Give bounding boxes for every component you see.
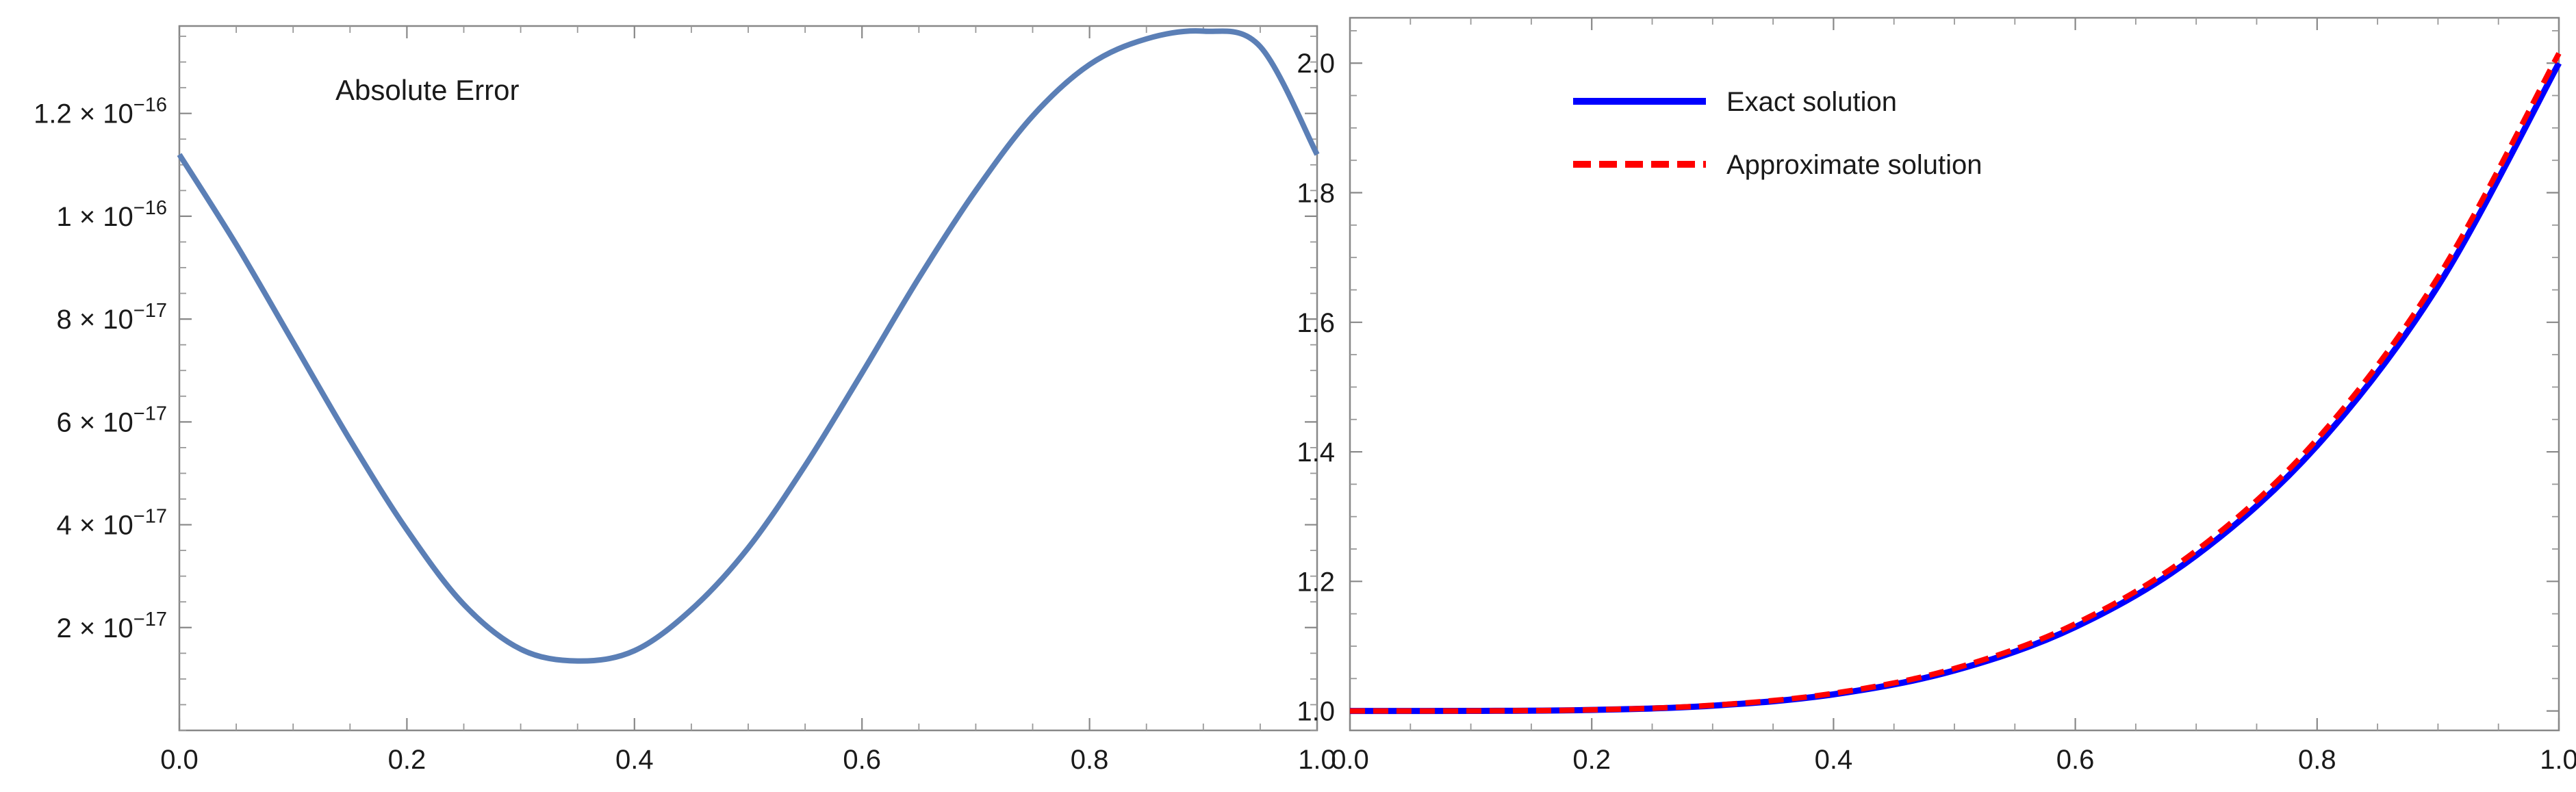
legend-label-approximate: Approximate solution [1726, 150, 1982, 180]
solution-comparison-chart: 0.0 0.2 0.4 0.6 0.8 1.0 1.0 1.2 1.4 1.6 1.8 2.0 Exa… [1297, 16, 2576, 775]
y-tick-label: 1.4 [1297, 437, 1335, 468]
x-tick-label: 0.0 [1331, 745, 1369, 775]
y-tick-label: 1.6 [1297, 308, 1335, 338]
y-tick-label: 2.0 [1297, 49, 1335, 79]
y-tick-label: 2 × 10−17 [56, 609, 167, 643]
x-tick-label: 0.4 [1815, 745, 1853, 775]
y-tick-label: 1.2 [1297, 567, 1335, 597]
y-tick-label: 1.0 [1297, 697, 1335, 727]
absolute-error-line [177, 28, 1320, 664]
x-tick-label: 0.2 [1572, 745, 1611, 775]
legend: Exact solution Approximate solution [1573, 87, 1982, 180]
y-tick-label: 1 × 10−16 [56, 197, 167, 232]
x-tick-label: 0.8 [1071, 745, 1109, 775]
plot-series [177, 28, 1320, 664]
x-tick-label: 1.0 [2540, 745, 2576, 775]
y-tick-label: 1.2 × 10−16 [34, 94, 167, 129]
axis-tick-labels: 0.0 0.2 0.4 0.6 0.8 1.0 2 × 10−17 4 × 10−17 6 × … [34, 94, 1336, 775]
plot-series [1349, 52, 2562, 715]
x-tick-label: 0.6 [2056, 745, 2095, 775]
x-tick-label: 0.4 [615, 745, 654, 775]
x-tick-label: 0.6 [843, 745, 881, 775]
plot-frame [178, 25, 1318, 732]
x-tick-label: 1.0 [1298, 745, 1336, 775]
y-tick-label: 4 × 10−17 [56, 506, 167, 541]
axis-tick-labels: 0.0 0.2 0.4 0.6 0.8 1.0 1.0 1.2 1.4 1.6 1.8 2.0 [1297, 49, 2576, 775]
approximate-solution-line [1349, 52, 2562, 714]
legend-label-exact: Exact solution [1726, 87, 1897, 117]
chart-annotation: Absolute Error [335, 74, 519, 106]
axis-ticks [1349, 18, 2560, 730]
y-tick-label: 1.8 [1297, 179, 1335, 209]
x-tick-label: 0.2 [388, 745, 426, 775]
x-tick-label: 0.0 [160, 745, 199, 775]
y-tick-label: 8 × 10−17 [56, 300, 167, 335]
x-tick-label: 0.8 [2298, 745, 2336, 775]
axis-ticks [178, 26, 1318, 731]
y-tick-label: 6 × 10−17 [56, 403, 167, 437]
absolute-error-chart: 0.0 0.2 0.4 0.6 0.8 1.0 2 × 10−17 4 × 10−17 6 × … [34, 25, 1336, 775]
